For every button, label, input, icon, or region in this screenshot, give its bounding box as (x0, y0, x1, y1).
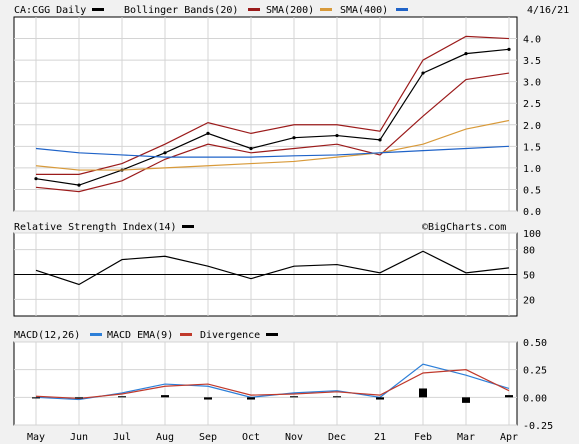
price-panel: 0.0 0.5 1.0 1.5 2.0 2.5 3.0 3.5 4.0 (13, 16, 541, 218)
price-point (378, 138, 382, 142)
x-tick-label: Aug (156, 432, 174, 443)
series-line-sma-400- (35, 145, 510, 158)
bb-label: Bollinger Bands(20) (124, 5, 238, 16)
x-tick-label: Oct (242, 432, 260, 443)
y-tick-label: 3.5 (523, 56, 541, 67)
price-point (206, 131, 210, 135)
y-tick-label: 2.5 (523, 99, 541, 110)
series-line-macd-ema-9- (35, 369, 510, 400)
rsi-label: Relative Strength Index(14) (14, 222, 177, 233)
y-tick-label: 0.00 (523, 393, 547, 404)
chart-date: 4/16/21 (527, 5, 569, 16)
y-tick-label: 4.0 (523, 35, 541, 46)
divergence-bar (333, 396, 341, 398)
macd-label: MACD(12,26) (14, 330, 80, 341)
divergence-bar (204, 397, 212, 400)
divergence-bar (32, 397, 40, 399)
x-tick-label: Jul (113, 432, 131, 443)
divergence-legend-swatch (266, 333, 278, 336)
macd-ema-label: MACD EMA(9) (107, 330, 173, 341)
divergence-bar (118, 396, 126, 398)
price-point (464, 52, 468, 56)
y-tick-label: 3.0 (523, 78, 541, 89)
y-tick-label: 20 (523, 295, 535, 306)
divergence-bar (376, 397, 384, 400)
y-tick-label: 50 (523, 271, 535, 282)
rsi-panel: Relative Strength Index(14) ©BigCharts.c… (13, 222, 541, 317)
x-tick-label: Feb (414, 432, 432, 443)
macd-ema-legend-swatch (180, 333, 192, 336)
price-point (335, 133, 339, 138)
macd-plot-area (13, 341, 518, 426)
price-point (421, 71, 425, 75)
rsi-y-ticks: 100 80 50 20 (523, 229, 541, 306)
divergence-bar (75, 397, 83, 399)
y-tick-label: 0.25 (523, 366, 547, 377)
series-line-ca-cgg-daily (35, 48, 510, 186)
x-tick-label: Sep (199, 432, 217, 443)
y-tick-label: 1.0 (523, 164, 541, 175)
x-tick-label: Apr (500, 432, 518, 443)
y-tick-label: 2.0 (523, 121, 541, 132)
price-point (249, 146, 253, 151)
rsi-legend-swatch (182, 225, 194, 228)
price-series (34, 35, 511, 193)
bb-legend-swatch (248, 8, 260, 11)
y-tick-label: -0.25 (523, 421, 553, 432)
divergence-bar (161, 395, 169, 398)
macd-series (32, 363, 513, 403)
series-line-bollinger-bands-20-upper (36, 35, 510, 175)
price-y-ticks: 0.0 0.5 1.0 1.5 2.0 2.5 3.0 3.5 4.0 (523, 35, 541, 218)
sma200-label: SMA(200) (266, 5, 314, 16)
price-grid (14, 17, 517, 212)
bigcharts-watermark: ©BigCharts.com (422, 222, 506, 233)
series-line-relative-strength-index-14- (35, 250, 510, 286)
sma200-legend-swatch (320, 8, 332, 11)
price-point (163, 151, 167, 155)
y-tick-label: 80 (523, 246, 535, 257)
divergence-bar (505, 395, 513, 398)
price-point (292, 136, 296, 140)
price-legend-swatch (92, 8, 104, 11)
price-point (34, 177, 38, 181)
symbol-label: CA:CGG Daily (14, 5, 86, 16)
y-tick-label: 100 (523, 229, 541, 240)
series-line-sma-200- (35, 119, 510, 171)
macd-legend-swatch (90, 333, 102, 336)
price-point (77, 183, 81, 187)
y-tick-label: 0.50 (523, 338, 547, 349)
y-tick-label: 0.0 (523, 207, 541, 218)
x-tick-label: Mar (457, 432, 475, 443)
sma400-legend-swatch (396, 8, 408, 11)
x-axis-labels: May Jun Jul Aug Sep Oct Nov Dec 21 Feb Mar Apr (27, 432, 518, 443)
series-line-bollinger-bands-20-lower (35, 72, 510, 193)
sma400-label: SMA(400) (340, 5, 388, 16)
divergence-bar (247, 397, 255, 400)
rsi-series (35, 250, 510, 286)
x-tick-label: May (27, 432, 45, 443)
x-tick-label: 21 (374, 432, 386, 443)
macd-y-ticks: 0.50 0.25 0.00 -0.25 (523, 338, 553, 432)
x-tick-label: Dec (328, 432, 346, 443)
divergence-bar (462, 397, 470, 403)
price-legend: CA:CGG Daily Bollinger Bands(20) SMA(200… (14, 5, 569, 16)
price-point (507, 47, 511, 51)
y-tick-label: 1.5 (523, 142, 541, 153)
y-tick-label: 0.5 (523, 185, 541, 196)
macd-panel: MACD(12,26) MACD EMA(9) Divergence 0.500… (13, 330, 553, 432)
divergence-bar (290, 396, 298, 398)
divergence-bar (419, 388, 427, 398)
x-tick-label: Jun (70, 432, 88, 443)
divergence-label: Divergence (200, 330, 260, 341)
x-tick-label: Nov (285, 432, 303, 443)
